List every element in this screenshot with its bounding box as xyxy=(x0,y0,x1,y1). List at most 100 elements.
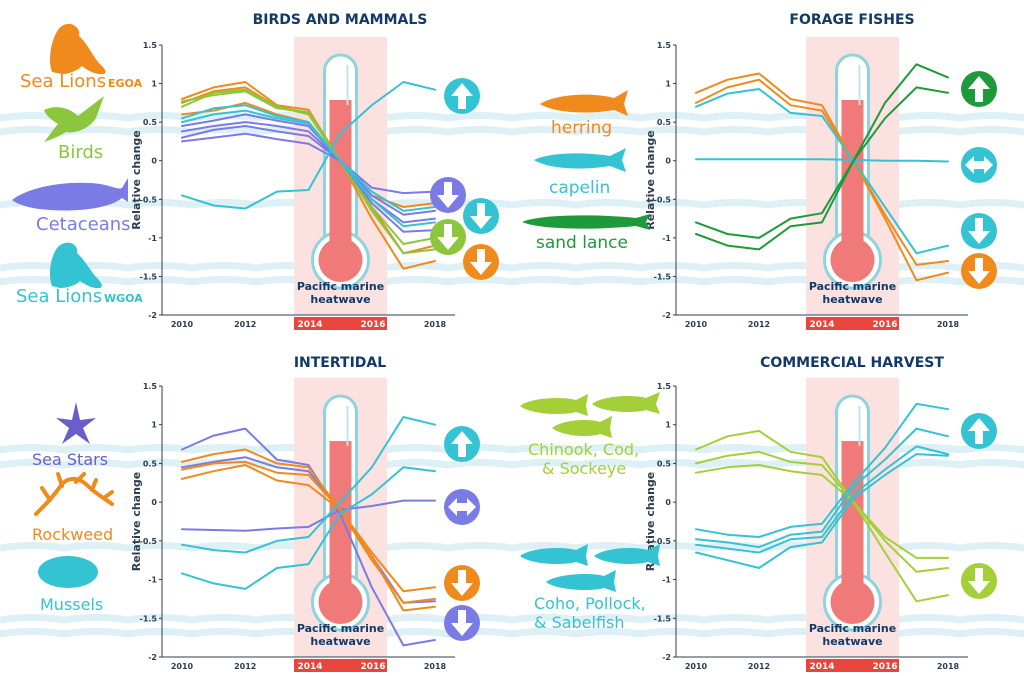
trend-arrow-glyph xyxy=(968,258,990,284)
heatwave-label-line2: heatwave xyxy=(822,293,882,306)
y-tick-label: -0.5 xyxy=(140,195,158,204)
heatwave-label-line2: heatwave xyxy=(822,635,882,648)
cod-icon xyxy=(592,392,660,414)
thermometer-bulb xyxy=(830,580,875,624)
series-line-teal xyxy=(695,445,949,554)
series-line-orange xyxy=(181,81,436,270)
series-line-orange xyxy=(181,464,436,604)
legend-sea-stars: Sea Stars xyxy=(32,450,108,469)
trend-arrow-both-icon xyxy=(444,489,480,525)
legend-sand-lance: sand lance xyxy=(536,233,628,253)
heatwave-start-year: 2014 xyxy=(809,662,834,672)
legend-herring: herring xyxy=(551,118,612,138)
legend-coho-line1: Coho, Pollock, xyxy=(534,594,646,613)
chart-title: INTERTIDAL xyxy=(294,355,386,371)
series-line-orange xyxy=(181,460,436,612)
coho-icon xyxy=(520,544,588,566)
heatwave-label-line1: Pacific marine xyxy=(809,280,896,293)
y-tick-label: 0.5 xyxy=(657,118,672,127)
trend-arrow-glyph xyxy=(968,218,990,244)
x-tick-label: 2010 xyxy=(171,662,194,671)
series-line-lime xyxy=(695,429,949,559)
series-line-teal xyxy=(695,158,949,163)
series-line-purple xyxy=(181,132,436,233)
x-tick-label: 2012 xyxy=(748,662,770,671)
herring-icon xyxy=(540,90,628,116)
x-tick-label: 2012 xyxy=(234,320,256,329)
trend-arrow-glyph xyxy=(437,182,459,208)
trend-arrow-down-icon xyxy=(430,177,466,213)
trend-arrow-down-icon xyxy=(463,244,499,280)
capelin-icon xyxy=(534,148,626,172)
pollock-icon xyxy=(594,544,660,566)
thermometer-bulb xyxy=(318,580,363,624)
series-line-teal xyxy=(181,104,436,228)
sablefish-icon xyxy=(546,570,616,592)
heatwave-label-line2: heatwave xyxy=(310,635,370,648)
trend-arrow-glyph xyxy=(968,418,990,444)
trend-arrow-glyph xyxy=(470,249,492,275)
mussel-icon xyxy=(38,556,98,588)
legend-sea-lions-wgoa: Sea Lions xyxy=(16,286,102,307)
x-tick-label: 2018 xyxy=(424,662,447,671)
heatwave-year-bar xyxy=(294,659,387,672)
y-tick-label: 0 xyxy=(151,157,157,166)
trend-arrow-glyph xyxy=(968,76,990,102)
wave-band xyxy=(0,262,1024,272)
y-tick-label: -0.5 xyxy=(654,195,672,204)
legend-coho-line2: & Sabelfish xyxy=(534,613,625,632)
y-axis-label: Relative change xyxy=(130,472,143,572)
sockeye-icon xyxy=(552,416,612,438)
thermometer-mercury xyxy=(329,441,352,607)
trend-arrow-up-icon xyxy=(444,78,480,114)
thermometer-icon xyxy=(823,394,882,632)
legend-capelin: capelin xyxy=(549,178,610,198)
y-tick-label: -0.5 xyxy=(140,537,158,546)
series-line-lime xyxy=(695,450,949,573)
thermometer-icon xyxy=(311,394,370,632)
wave-band xyxy=(0,199,1024,209)
series-line-lime xyxy=(695,464,949,603)
series-line-teal xyxy=(181,109,436,212)
series-line-orange xyxy=(181,448,436,593)
series-line-darkgreen xyxy=(695,63,949,239)
series-line-teal xyxy=(695,427,949,549)
trend-arrow-down-icon xyxy=(444,605,480,641)
thermometer-mercury xyxy=(841,100,864,265)
y-tick-label: -1.5 xyxy=(654,272,672,281)
x-tick-label: 2012 xyxy=(234,662,256,671)
heatwave-end-year: 2016 xyxy=(360,320,385,330)
trend-arrow-glyph xyxy=(470,203,492,229)
trend-arrow-glyph xyxy=(451,431,473,457)
whale-icon xyxy=(12,178,128,211)
trend-arrow-glyph xyxy=(968,568,990,594)
trend-arrow-glyph xyxy=(437,224,459,250)
thermometer-bulb xyxy=(830,238,875,282)
series-line-purple xyxy=(181,125,436,224)
series-line-orange xyxy=(695,78,949,266)
legend-birds-mammals: Sea Lions EGOA Birds Cetaceans Sea Lions… xyxy=(12,23,143,307)
series-line-purple xyxy=(181,113,436,195)
y-tick-label: 1 xyxy=(151,80,157,89)
heatwave-year-bar xyxy=(806,317,899,330)
trend-arrow-down-icon xyxy=(961,563,997,599)
series-line-purple xyxy=(181,499,436,532)
heatwave-start-year: 2014 xyxy=(809,320,834,330)
series-line-teal xyxy=(695,453,949,569)
chart-title: COMMERCIAL HARVEST xyxy=(760,355,944,371)
series-line-darkgreen xyxy=(695,86,949,251)
sand-lance-icon xyxy=(522,214,650,230)
legend-cetaceans: Cetaceans xyxy=(36,214,131,235)
trend-arrow-down-icon xyxy=(961,253,997,289)
legend-commercial-harvest: Chinook, Cod, & Sockeye Coho, Pollock, &… xyxy=(520,392,660,632)
legend-sea-lions-egoa: Sea Lions xyxy=(20,71,106,92)
y-tick-label: -2 xyxy=(148,653,157,662)
x-tick-label: 2012 xyxy=(748,320,770,329)
x-tick-label: 2010 xyxy=(685,320,708,329)
series-line-green xyxy=(181,90,436,245)
heatwave-end-year: 2016 xyxy=(872,320,897,330)
heatwave-label-line1: Pacific marine xyxy=(809,622,896,635)
y-tick-label: -1 xyxy=(148,234,157,243)
